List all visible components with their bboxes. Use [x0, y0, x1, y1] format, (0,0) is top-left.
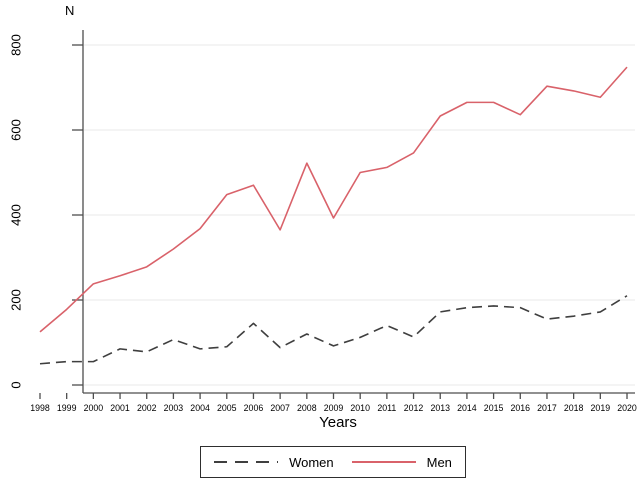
x-tick-label-2012: 2012 — [404, 403, 424, 413]
y-axis-title: N — [65, 3, 75, 18]
legend-box: Women Men — [200, 446, 466, 478]
y-tick-label-600: 600 — [9, 119, 24, 141]
x-tick-label-2010: 2010 — [350, 403, 370, 413]
x-tick-label-2013: 2013 — [430, 403, 450, 413]
legend-women-line-sample — [214, 461, 279, 463]
legend-men-line-sample — [351, 461, 416, 463]
x-tick-label-2020: 2020 — [617, 403, 637, 413]
x-tick-label-2000: 2000 — [84, 403, 104, 413]
x-tick-label-1999: 1999 — [57, 403, 77, 413]
y-tick-label-200: 200 — [9, 289, 24, 311]
plot-area: 0 200 400 600 800 1998 1999 2000 2001 2002 2003 200… — [9, 30, 637, 413]
x-tick-label-2019: 2019 — [591, 403, 611, 413]
series-line-women — [39, 295, 628, 365]
y-tick-label-0: 0 — [9, 381, 24, 388]
x-tick-label-2015: 2015 — [484, 403, 504, 413]
x-tick-label-2003: 2003 — [164, 403, 184, 413]
x-tick-label-2016: 2016 — [510, 403, 530, 413]
legend-item-women: Women — [214, 455, 334, 470]
y-tick-label-400: 400 — [9, 204, 24, 226]
x-tick-label-2004: 2004 — [190, 403, 210, 413]
x-tick-label-2008: 2008 — [297, 403, 317, 413]
legend-label-women: Women — [289, 454, 334, 470]
legend-item-men: Men — [351, 454, 452, 470]
x-tick-label-2005: 2005 — [217, 403, 237, 413]
x-tick-label-2009: 2009 — [324, 403, 344, 413]
x-tick-label-2002: 2002 — [137, 403, 157, 413]
x-tick-label-2006: 2006 — [244, 403, 264, 413]
x-axis-title: Years — [319, 414, 357, 431]
x-tick-label-2011: 2011 — [377, 403, 396, 413]
x-tick-label-1998: 1998 — [30, 403, 50, 413]
x-tick-label-2017: 2017 — [537, 403, 557, 413]
x-tick-label-2018: 2018 — [564, 403, 584, 413]
series-line-men — [39, 66, 628, 333]
x-tick-label-2007: 2007 — [270, 403, 290, 413]
y-tick-label-800: 800 — [9, 34, 24, 56]
x-tick-label-2014: 2014 — [457, 403, 477, 413]
legend-label-men: Men — [426, 454, 452, 470]
x-tick-label-2001: 2001 — [110, 403, 130, 413]
